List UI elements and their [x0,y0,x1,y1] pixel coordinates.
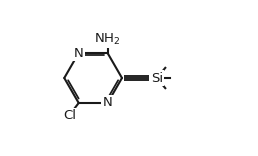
Text: N: N [74,46,84,59]
Text: N: N [103,97,112,110]
Text: NH$_2$: NH$_2$ [94,32,121,47]
Text: Si: Si [151,71,163,85]
Text: Cl: Cl [64,109,77,122]
